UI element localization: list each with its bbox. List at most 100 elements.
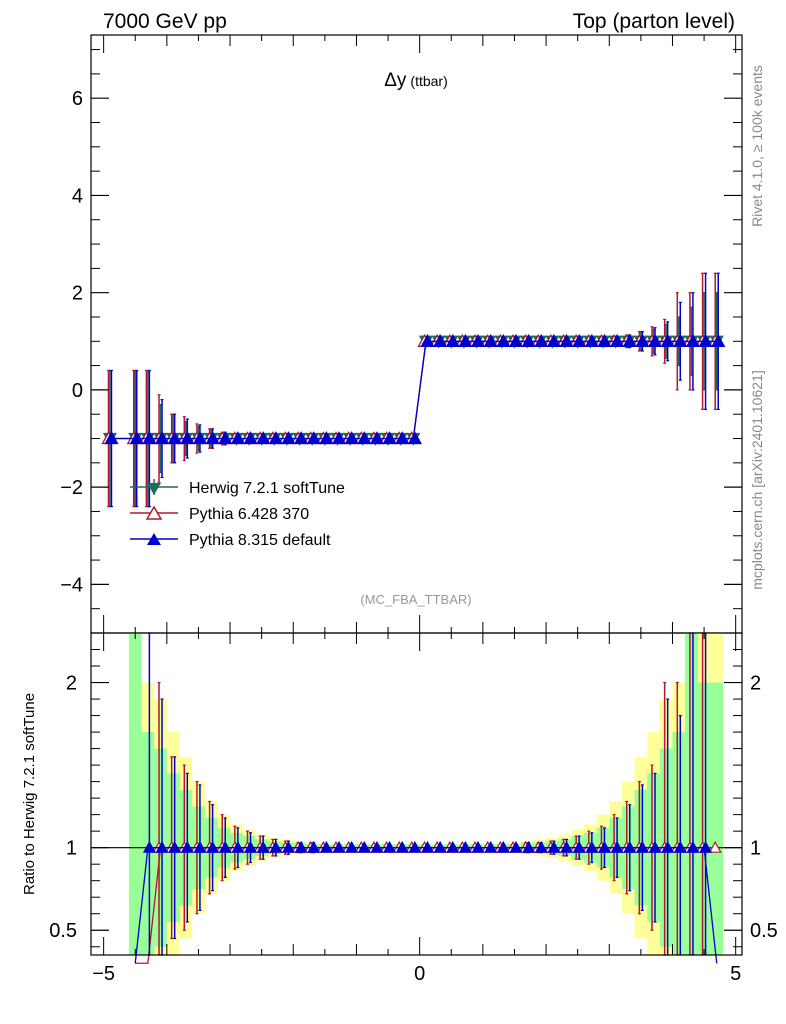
- legend-label-herwig: Herwig 7.2.1 softTune: [189, 480, 345, 497]
- data-point: [331, 431, 347, 445]
- ratio-point: [383, 840, 397, 853]
- series-herwig: [102, 292, 724, 508]
- ratio-point: [193, 840, 207, 853]
- ratio-point: [673, 840, 687, 853]
- ratio-point: [206, 840, 220, 853]
- ratio-point: [597, 840, 611, 853]
- series-pythia6: [101, 272, 723, 508]
- band-inner: [685, 633, 698, 955]
- ratio-point: [496, 840, 510, 853]
- ratio-ytick-label-right: 2: [750, 673, 761, 695]
- ratio-point: [547, 840, 561, 853]
- data-point: [635, 333, 650, 347]
- data-point: [218, 431, 233, 445]
- legend-marker-herwig: [147, 483, 161, 495]
- ratio-point: [661, 840, 675, 853]
- data-point: [154, 431, 170, 445]
- ratio-point: [484, 840, 498, 853]
- band-inner: [128, 633, 142, 955]
- data-point: [230, 431, 245, 445]
- data-point: [420, 333, 435, 347]
- ratio-frame: [90, 632, 743, 956]
- xtick-label: −5: [92, 963, 115, 985]
- ratio-point: [142, 840, 156, 853]
- series-line-herwig: [109, 340, 717, 440]
- ratio-point: [623, 840, 637, 853]
- main-ytick-label: 2: [72, 283, 83, 305]
- ratio-ylabel: Ratio to Herwig 7.2.1 softTune: [21, 693, 38, 895]
- ratio-point: [446, 840, 460, 853]
- data-point: [673, 333, 688, 347]
- data-point: [205, 431, 220, 445]
- data-point: [572, 333, 587, 347]
- band-inner: [141, 732, 155, 955]
- data-point: [508, 333, 524, 347]
- plot-title: Δy (ttbar): [384, 70, 448, 91]
- data-point: [129, 431, 144, 445]
- data-point: [142, 431, 157, 445]
- data-point: [344, 431, 359, 445]
- data-point: [256, 431, 271, 445]
- data-point: [104, 431, 119, 445]
- band-inner: [697, 682, 711, 955]
- ratio-bands: [128, 633, 724, 955]
- band-inner: [672, 732, 686, 955]
- data-point: [268, 431, 283, 445]
- ratio-point: [319, 840, 333, 853]
- data-point: [483, 333, 498, 347]
- rivet-label: Rivet 4.1.0, ≥ 100k events: [749, 65, 765, 227]
- main-ytick-label: −4: [60, 574, 83, 596]
- data-point: [559, 333, 574, 347]
- ratio-ytick-label: 0.5: [49, 920, 77, 942]
- data-point: [622, 333, 637, 347]
- ratio-point: [180, 840, 194, 853]
- series-line-pythia6: [109, 340, 717, 440]
- ratio-point: [269, 840, 283, 853]
- ratio-point: [686, 840, 700, 853]
- plot-title-symbol: Δy: [384, 70, 407, 91]
- ratio-point: [585, 840, 599, 853]
- ratio-point: [522, 840, 536, 853]
- ratio-point: [243, 840, 258, 853]
- ratio-point: [155, 840, 169, 853]
- ratio-ytick-label-right: 1: [750, 838, 761, 860]
- ratio-point: [395, 840, 409, 853]
- xtick-label: 0: [414, 963, 425, 985]
- ratio-point: [699, 840, 713, 853]
- ratio-point: [509, 840, 523, 853]
- data-point: [319, 431, 334, 445]
- ratio-point: [420, 840, 434, 853]
- data-point: [192, 431, 208, 445]
- analysis-tag: (MC_FBA_TTBAR): [360, 592, 471, 607]
- main-ytick-label: −2: [60, 477, 83, 499]
- legend-marker-pythia6: [145, 505, 163, 520]
- data-point: [243, 431, 258, 445]
- data-point: [698, 333, 713, 347]
- data-point: [458, 333, 473, 347]
- ratio-point: [560, 840, 574, 853]
- data-point: [521, 333, 536, 347]
- header-right-title: Top (parton level): [573, 10, 735, 33]
- main-ytick-label: 4: [72, 185, 83, 207]
- ratio-ytick-label: 2: [66, 673, 77, 695]
- legend: Herwig 7.2.1 softTune Pythia 6.428 370 P…: [130, 479, 345, 549]
- data-point: [180, 431, 195, 445]
- ratio-point: [471, 840, 485, 853]
- series-pythia8: [104, 272, 726, 508]
- ratio-point: [307, 840, 321, 853]
- ratio-point: [345, 840, 359, 853]
- data-point: [647, 333, 663, 347]
- data-point: [382, 431, 397, 445]
- legend-label-pythia8: Pythia 8.315 default: [189, 532, 331, 549]
- ratio-ytick-label-right: 0.5: [750, 920, 778, 942]
- data-point: [711, 333, 726, 347]
- legend-marker-pythia8: [147, 533, 161, 545]
- ratio-point: [610, 840, 624, 853]
- main-ytick-label: 0: [72, 380, 83, 402]
- ratio-point: [708, 840, 722, 853]
- plot-title-sub: (ttbar): [410, 73, 447, 89]
- header-left-title: 7000 GeV pp: [103, 10, 227, 33]
- ratio-point: [433, 840, 447, 853]
- ratio-point: [218, 840, 232, 853]
